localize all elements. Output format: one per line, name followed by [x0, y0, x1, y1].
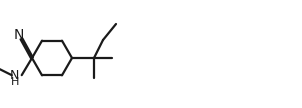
- Text: H: H: [11, 77, 19, 87]
- Text: N: N: [10, 69, 19, 82]
- Text: N: N: [14, 28, 24, 42]
